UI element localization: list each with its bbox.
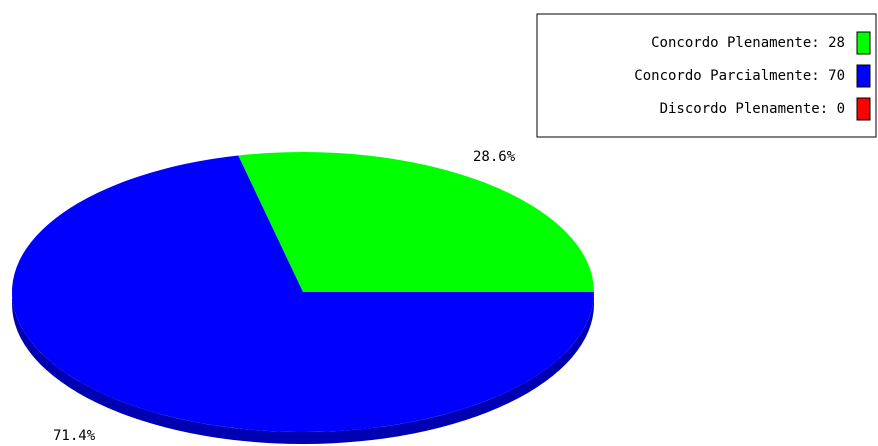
- pie-top-layer: [12, 152, 595, 433]
- legend: Concordo Plenamente: 28 Concordo Parcial…: [536, 13, 877, 138]
- legend-box: [536, 13, 877, 138]
- legend-swatch-concordo-plenamente: [856, 31, 871, 55]
- legend-swatch-concordo-parcialmente: [856, 64, 871, 88]
- pie-labels-layer: 28.6% 71.4%: [53, 149, 516, 444]
- pie-slice-concordo-plenamente: [238, 152, 595, 292]
- legend-swatch-discordo-plenamente: [856, 97, 871, 121]
- pie-slice-concordo-parcialmente: [12, 155, 594, 433]
- legend-entry-concordo-plenamente: Concordo Plenamente: 28: [651, 35, 845, 51]
- legend-entry-discordo-plenamente: Discordo Plenamente: 0: [660, 101, 845, 117]
- legend-entry-concordo-parcialmente: Concordo Parcialmente: 70: [634, 68, 845, 84]
- slice-label-concordo-parcialmente: 71.4%: [53, 428, 96, 444]
- slice-label-concordo-plenamente: 28.6%: [473, 149, 516, 165]
